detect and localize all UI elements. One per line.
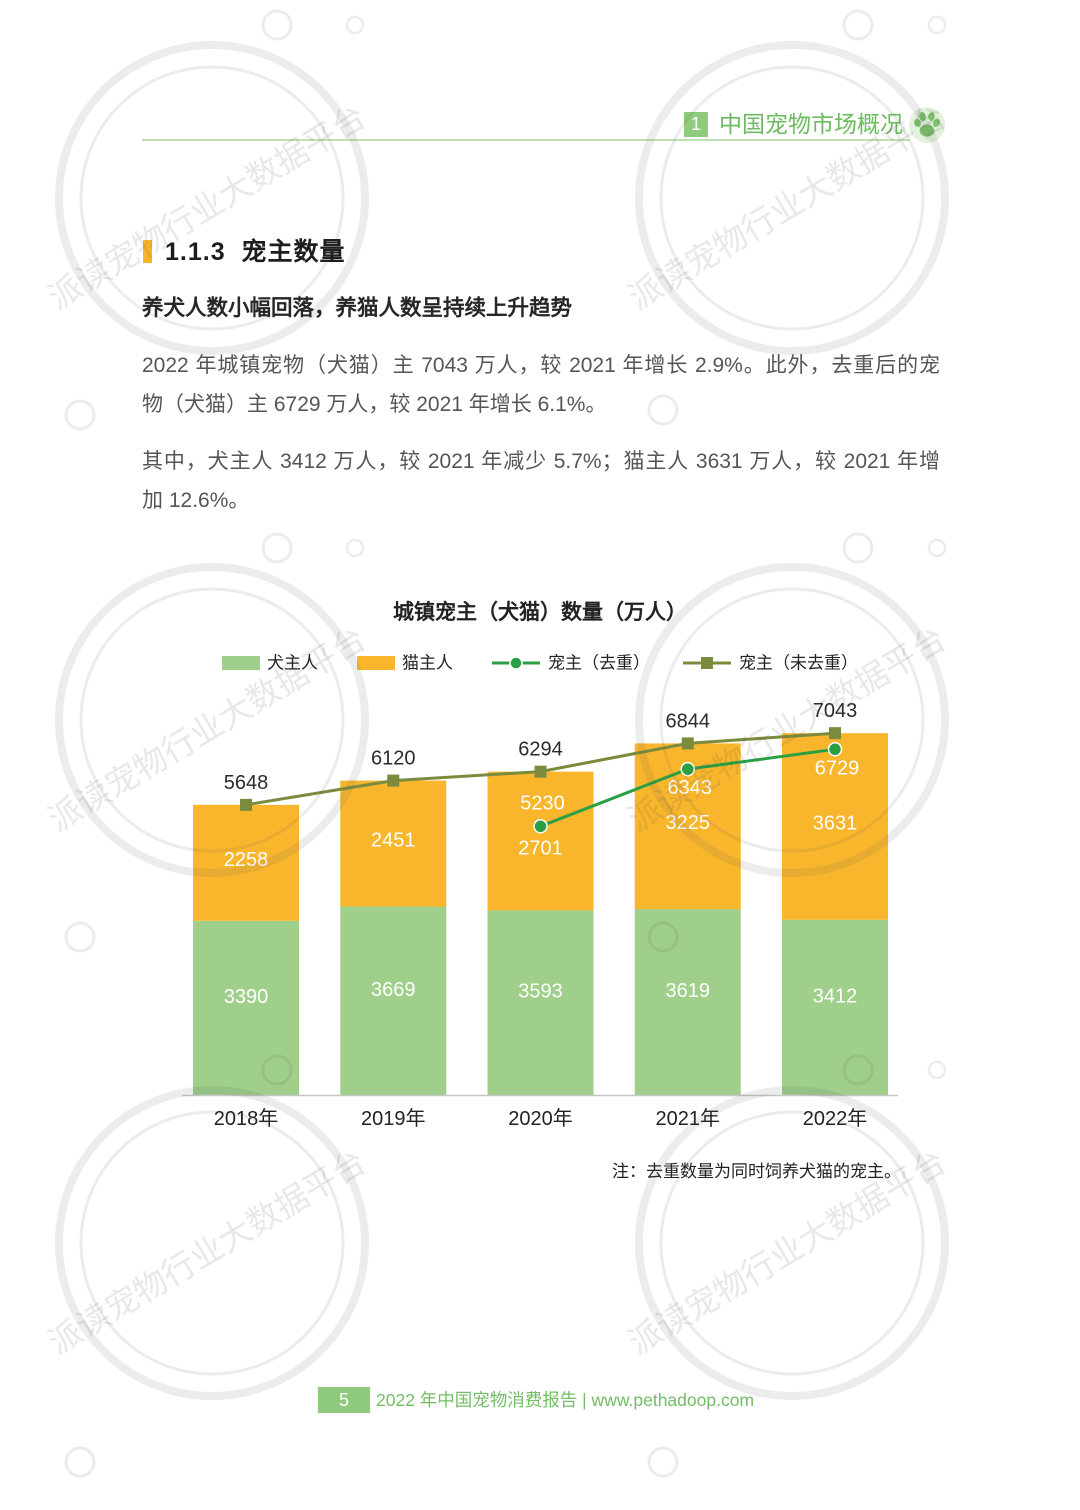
legend-marker bbox=[701, 657, 713, 669]
x-tick-label: 2022年 bbox=[803, 1107, 868, 1130]
data-label-cat-owners: 3225 bbox=[666, 812, 711, 834]
marker-total-owners bbox=[387, 774, 400, 787]
marker-total-owners bbox=[534, 765, 547, 778]
marker-total-owners bbox=[681, 737, 694, 750]
watermark bbox=[635, 41, 949, 355]
section-accent-bar bbox=[143, 240, 152, 263]
watermark-ring bbox=[659, 1110, 925, 1376]
chapter-number-badge: 1 bbox=[684, 112, 708, 137]
chart-plot-area: 3390 2258 5648 2018年 3669 2451 6120 2019年 3593 27… bbox=[182, 654, 898, 1130]
section-subtitle: 养犬人数小幅回落，养猫人数呈持续上升趋势 bbox=[142, 296, 573, 320]
decor-ring bbox=[842, 9, 874, 41]
bar-cat-owners bbox=[193, 804, 299, 921]
decor-ring bbox=[647, 1446, 679, 1478]
data-label-total-owners: 6294 bbox=[518, 739, 563, 761]
data-label-dedup-owners: 5230 bbox=[520, 792, 565, 814]
marker-total-owners bbox=[829, 727, 841, 740]
decor-ring bbox=[64, 399, 96, 431]
watermark-ring bbox=[659, 65, 925, 331]
paragraph-line: 加 12.6%。 bbox=[142, 489, 250, 512]
paw-pad bbox=[919, 124, 935, 137]
watermark-ring bbox=[635, 41, 949, 355]
watermark-ring bbox=[79, 1110, 345, 1376]
bar-dog-owners bbox=[193, 920, 299, 1095]
x-tick-label: 2019年 bbox=[361, 1107, 426, 1130]
decor-ring bbox=[261, 532, 293, 564]
paw-toe bbox=[919, 112, 926, 121]
section-title: 1.1.3 宠主数量 bbox=[165, 238, 346, 266]
x-tick-label: 2018年 bbox=[214, 1107, 279, 1130]
paragraph-line: 2022 年城镇宠物（犬猫）主 7043 万人，较 2021 年增长 2.9%。… bbox=[142, 354, 940, 377]
decor-ring bbox=[842, 532, 874, 564]
paw-toe bbox=[928, 112, 935, 121]
legend-label: 犬主人 bbox=[267, 654, 318, 673]
data-label-dog-owners: 3412 bbox=[813, 985, 858, 1007]
legend-swatch bbox=[357, 656, 395, 670]
page-number: 5 bbox=[318, 1387, 370, 1413]
bar-cat-owners bbox=[782, 733, 888, 920]
paw-toe bbox=[933, 118, 940, 128]
data-label-total-owners: 5648 bbox=[224, 772, 269, 794]
decor-ring bbox=[927, 1060, 947, 1080]
watermark-text: 派读宠物行业大数据平台 bbox=[42, 1143, 372, 1362]
data-label-dog-owners: 3593 bbox=[518, 981, 563, 1003]
data-label-total-owners: 6120 bbox=[371, 748, 416, 770]
decor-ring bbox=[64, 921, 96, 953]
bar-cat-owners bbox=[487, 771, 594, 911]
legend-swatch bbox=[222, 656, 260, 670]
chart-title: 城镇宠主（犬猫）数量（万人） bbox=[393, 601, 687, 624]
decor-ring bbox=[345, 538, 365, 558]
marker-dedup-owners bbox=[533, 819, 548, 834]
legend-label: 宠主（未去重） bbox=[739, 654, 858, 673]
decor-ring bbox=[927, 15, 947, 35]
marker-dedup-owners bbox=[827, 742, 843, 757]
paragraph-1: 2022 年城镇宠物（犬猫）主 7043 万人，较 2021 年增长 2.9%。… bbox=[142, 346, 940, 424]
legend-label: 猫主人 bbox=[402, 654, 453, 673]
decor-ring bbox=[345, 15, 365, 35]
paw-icon bbox=[909, 107, 945, 143]
data-label-dog-owners: 3619 bbox=[666, 980, 711, 1002]
data-label-dog-owners: 3669 bbox=[371, 979, 416, 1001]
data-label-cat-owners: 2701 bbox=[518, 837, 563, 859]
watermark-text: 派读宠物行业大数据平台 bbox=[42, 98, 372, 317]
decor-ring bbox=[261, 9, 293, 41]
marker-dedup-owners bbox=[680, 761, 695, 777]
legend-label: 宠主（去重） bbox=[548, 654, 650, 673]
data-label-total-owners: 6844 bbox=[666, 710, 711, 732]
data-label-total-owners: 7043 bbox=[813, 700, 858, 722]
decor-ring bbox=[927, 538, 947, 558]
bar-dog-owners bbox=[634, 909, 741, 1095]
footer-text: 2022 年中国宠物消费报告 | www.pethadoop.com bbox=[376, 1390, 755, 1410]
bar-dog-owners bbox=[487, 910, 594, 1095]
decor-ring bbox=[64, 1446, 96, 1478]
bar-cat-owners bbox=[340, 780, 447, 907]
data-label-dedup-owners: 6729 bbox=[815, 757, 860, 779]
marker-total-owners bbox=[240, 798, 252, 811]
data-label-cat-owners: 2258 bbox=[224, 849, 269, 871]
chapter-title: 中国宠物市场概况 bbox=[719, 111, 903, 137]
paragraph-line: 物（犬猫）主 6729 万人，较 2021 年增长 6.1%。 bbox=[142, 393, 607, 416]
data-label-cat-owners: 2451 bbox=[371, 830, 416, 852]
data-label-dog-owners: 3390 bbox=[224, 986, 269, 1008]
chart: 3390 2258 5648 2018年 3669 2451 6120 2019年 3593 27… bbox=[182, 654, 898, 1130]
paragraph-line: 其中，犬主人 3412 万人，较 2021 年减少 5.7%；猫主人 3631 … bbox=[142, 450, 940, 473]
header-rule bbox=[142, 139, 910, 141]
x-tick-label: 2020年 bbox=[508, 1107, 573, 1130]
paragraph-2: 其中，犬主人 3412 万人，较 2021 年减少 5.7%；猫主人 3631 … bbox=[142, 442, 940, 520]
paw-toe bbox=[914, 118, 921, 128]
watermark-ring bbox=[79, 65, 345, 331]
chart-note: 注：去重数量为同时饲养犬猫的宠主。 bbox=[612, 1162, 901, 1181]
data-label-dedup-owners: 6343 bbox=[668, 777, 713, 799]
legend-marker bbox=[509, 656, 523, 670]
bar-dog-owners bbox=[782, 919, 888, 1095]
x-tick-label: 2021年 bbox=[656, 1107, 721, 1130]
data-label-cat-owners: 3631 bbox=[813, 812, 858, 834]
bar-dog-owners bbox=[340, 906, 447, 1095]
